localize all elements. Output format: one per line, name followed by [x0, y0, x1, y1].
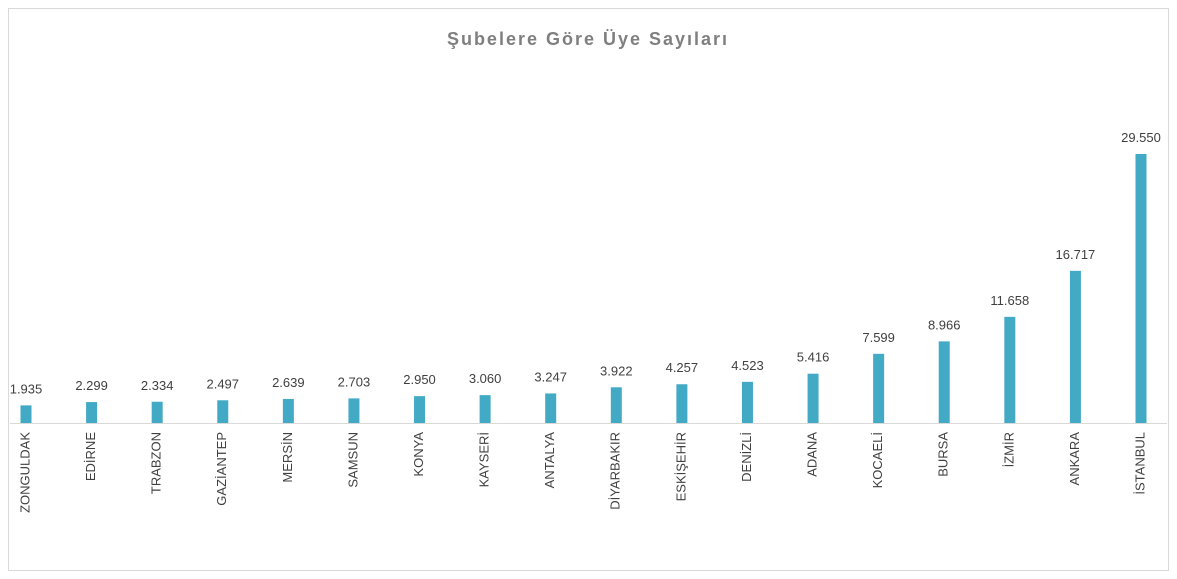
x-tick-label: KONYA — [411, 432, 426, 477]
bar — [151, 401, 163, 423]
value-label: 4.257 — [666, 360, 699, 375]
bar — [1135, 154, 1147, 423]
x-tick-label: DİYARBAKIR — [608, 432, 623, 510]
x-tick-label: GAZİANTEP — [214, 432, 229, 506]
bar — [610, 387, 622, 423]
x-tick-label: İSTANBUL — [1132, 432, 1147, 495]
chart-border — [8, 8, 1169, 571]
value-label: 2.334 — [141, 378, 174, 393]
x-tick-label: ANKARA — [1067, 432, 1082, 486]
bar — [414, 396, 426, 423]
value-label: 3.922 — [600, 363, 633, 378]
bar — [1004, 316, 1016, 423]
value-label: 8.966 — [928, 317, 961, 332]
x-tick-label: ADANA — [804, 432, 819, 477]
x-tick-label: KAYSERİ — [477, 432, 492, 487]
value-label: 2.703 — [338, 374, 371, 389]
bar — [348, 398, 360, 423]
bar — [282, 398, 294, 423]
chart-title: Şubelere Göre Üye Sayıları — [447, 29, 729, 49]
bar — [938, 341, 950, 423]
bar — [1069, 270, 1081, 423]
bar — [479, 395, 491, 423]
value-label: 3.060 — [469, 371, 502, 386]
bar — [676, 384, 688, 423]
x-tick-label: TRABZON — [149, 432, 164, 494]
x-tick-label: DENİZLİ — [739, 432, 754, 482]
x-tick-label: ESKİŞEHİR — [673, 432, 688, 501]
bar — [545, 393, 557, 423]
value-label: 1.935 — [10, 381, 43, 396]
bar — [217, 400, 229, 423]
bar — [873, 353, 885, 423]
value-label: 2.497 — [206, 376, 239, 391]
x-tick-label: MERSİN — [280, 432, 295, 483]
x-tick-label: İZMİR — [1001, 432, 1016, 467]
value-label: 7.599 — [862, 330, 895, 345]
value-label: 2.299 — [75, 378, 108, 393]
value-label: 5.416 — [797, 350, 830, 365]
value-label: 4.523 — [731, 358, 764, 373]
value-label: 29.550 — [1121, 130, 1161, 145]
bar — [741, 381, 753, 423]
value-label: 3.247 — [534, 369, 567, 384]
bar — [20, 405, 32, 423]
x-tick-label: EDİRNE — [83, 432, 98, 481]
x-tick-label: SAMSUN — [345, 432, 360, 488]
bar — [86, 402, 98, 423]
value-label: 11.658 — [990, 293, 1029, 308]
value-label: 2.639 — [272, 375, 305, 390]
x-tick-label: KOCAELİ — [870, 432, 885, 488]
bar — [807, 373, 819, 423]
x-tick-label: ZONGULDAK — [17, 432, 32, 513]
x-tick-label: BURSA — [936, 432, 951, 477]
x-tick-label: ANTALYA — [542, 432, 557, 489]
value-label: 16.717 — [1056, 247, 1096, 262]
value-label: 2.950 — [403, 372, 436, 387]
